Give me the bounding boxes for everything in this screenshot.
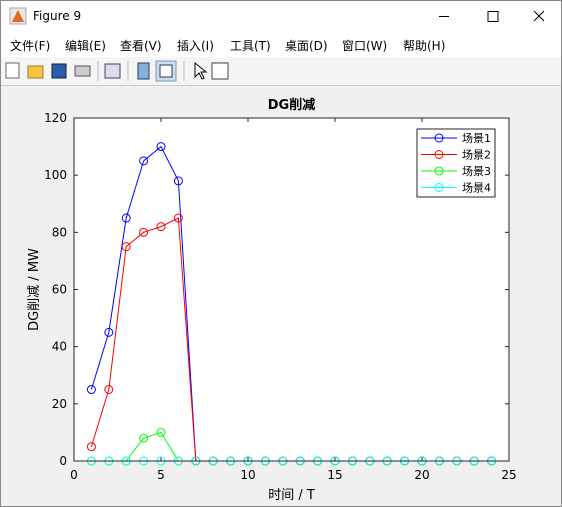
pointer-icon[interactable] <box>194 61 208 80</box>
menu-item[interactable]: 工具(T) <box>230 39 271 53</box>
point-marker <box>156 427 166 437</box>
colorbar-icon[interactable] <box>137 62 150 80</box>
y-tick-label: 120 <box>44 111 67 125</box>
legend-marker <box>434 183 444 192</box>
legend-label: 场景3 <box>462 164 491 178</box>
maximize-button[interactable] <box>487 11 499 22</box>
point-marker <box>139 227 149 237</box>
legend-marker <box>434 166 444 176</box>
chart-title: DG削减 <box>268 97 315 113</box>
y-tick-label: 0 <box>59 454 67 468</box>
y-tick-label: 40 <box>52 340 67 354</box>
legend-label: 场景2 <box>462 148 491 162</box>
x-tick-label: 15 <box>327 468 342 482</box>
point-marker <box>86 442 96 452</box>
legend-box <box>416 128 496 198</box>
toolbar-icons <box>5 60 229 82</box>
title-icons <box>9 7 545 25</box>
x-tick-label: 5 <box>157 468 165 482</box>
legend-label: 场景1 <box>462 131 491 145</box>
link-icon[interactable] <box>104 63 121 79</box>
point-marker <box>104 327 114 337</box>
y-tick-label: 60 <box>52 283 67 297</box>
menu-item[interactable]: 文件(F) <box>10 39 51 53</box>
x-tick-label: 0 <box>70 468 78 482</box>
point-marker <box>86 385 96 395</box>
title-bar: Figure 9 <box>1 1 561 32</box>
save-icon[interactable] <box>51 63 67 79</box>
x-tick-label: 25 <box>501 468 516 482</box>
menu-bar: 文件(F) 编辑(E) 查看(V) 插入(I) 工具(T) 桌面(D) 窗口(W… <box>1 32 561 57</box>
toolbar <box>1 57 561 86</box>
y-axis-label: DG削减 / MW <box>27 248 42 331</box>
window-title: Figure 9 <box>33 9 82 23</box>
axes-box <box>73 117 510 462</box>
legend-icon-glyph <box>159 64 173 78</box>
point-marker <box>173 176 183 186</box>
menu-item[interactable]: 编辑(E) <box>65 39 106 53</box>
new-icon[interactable] <box>5 62 20 79</box>
y-tick-label: 80 <box>52 225 67 239</box>
point-marker <box>156 142 166 152</box>
menu-item[interactable]: 查看(V) <box>120 39 162 53</box>
menu-item[interactable]: 桌面(D) <box>285 39 328 53</box>
open-icon[interactable] <box>27 65 44 79</box>
menu-item[interactable]: 窗口(W) <box>342 39 388 53</box>
x-axis-label: 时间 / T <box>268 488 315 503</box>
point-marker <box>156 222 166 232</box>
point-marker <box>139 156 149 166</box>
point-marker <box>173 213 183 223</box>
print-icon[interactable] <box>74 65 91 77</box>
property-icon[interactable] <box>211 62 229 80</box>
app-icon-glyph <box>12 10 24 22</box>
legend-marker <box>434 150 444 159</box>
legend-marker <box>434 133 444 143</box>
y-tick-label: 20 <box>52 397 67 411</box>
point-marker <box>139 433 149 443</box>
menu-item[interactable]: 插入(I) <box>177 39 214 53</box>
legend-label: 场景4 <box>462 181 491 195</box>
point-marker <box>121 213 131 223</box>
point-marker <box>104 385 114 395</box>
y-tick-label: 100 <box>44 168 67 182</box>
x-tick-label: 10 <box>240 468 255 482</box>
menu-item[interactable]: 帮助(H) <box>403 39 446 53</box>
close-button[interactable] <box>533 10 545 22</box>
x-tick-label: 20 <box>414 468 429 482</box>
point-marker <box>121 242 131 252</box>
